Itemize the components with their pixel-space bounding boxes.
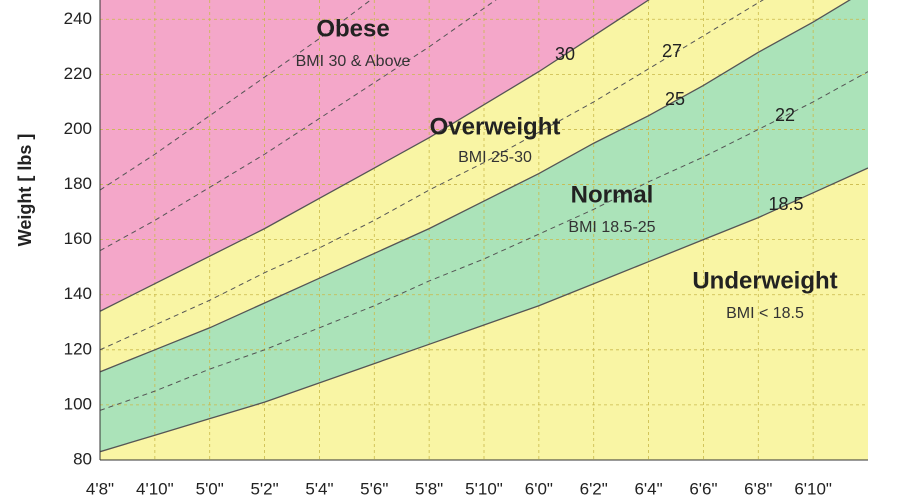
series-label: 25 — [665, 89, 685, 109]
series-label: 22 — [775, 105, 795, 125]
x-tick-label: 6'10" — [794, 479, 832, 498]
bmi-line — [100, 0, 851, 373]
plot-area — [100, 0, 868, 460]
y-tick-label: 180 — [64, 174, 92, 193]
zone-title: Obese — [316, 15, 389, 42]
y-tick-label: 240 — [64, 9, 92, 28]
y-tick-label: 120 — [64, 339, 92, 358]
y-tick-label: 160 — [64, 229, 92, 248]
zone-title: Underweight — [692, 267, 837, 294]
zone-title: Normal — [571, 181, 654, 208]
x-tick-label: 4'8" — [86, 479, 114, 498]
y-axis-label: Weight [ lbs ] — [15, 134, 35, 247]
zone-fill — [100, 168, 868, 460]
bmi-line — [100, 71, 868, 411]
x-tick-label: 6'0" — [525, 479, 553, 498]
bmi-line — [100, 167, 868, 453]
y-tick-label: 220 — [64, 64, 92, 83]
bmi-line — [100, 0, 372, 191]
x-tick-label: 4'10" — [136, 479, 174, 498]
y-tick-label: 140 — [64, 284, 92, 303]
series-label: 18.5 — [768, 194, 803, 214]
y-tick-label: 100 — [64, 394, 92, 413]
x-tick-label: 5'6" — [360, 479, 388, 498]
x-tick-label: 6'8" — [744, 479, 772, 498]
x-tick-label: 5'10" — [465, 479, 503, 498]
x-tick-label: 5'8" — [415, 479, 443, 498]
series-label: 30 — [555, 44, 575, 64]
zone-subtitle: BMI < 18.5 — [726, 305, 804, 322]
x-tick-label: 5'0" — [196, 479, 224, 498]
x-tick-label: 6'6" — [689, 479, 717, 498]
zone-subtitle: BMI 25-30 — [458, 149, 532, 166]
bmi-line — [100, 0, 650, 312]
x-tick-label: 6'4" — [634, 479, 662, 498]
zone-title: Overweight — [430, 113, 561, 140]
series-label: 27 — [662, 41, 682, 61]
x-tick-label: 5'4" — [305, 479, 333, 498]
zone-subtitle: BMI 30 & Above — [296, 53, 411, 70]
y-tick-label: 200 — [64, 119, 92, 138]
y-tick-label: 80 — [73, 449, 92, 468]
bmi-line — [100, 0, 497, 252]
bmi-line — [100, 0, 764, 351]
x-tick-label: 5'2" — [250, 479, 278, 498]
x-tick-label: 6'2" — [580, 479, 608, 498]
zone-subtitle: BMI 18.5-25 — [568, 219, 655, 236]
